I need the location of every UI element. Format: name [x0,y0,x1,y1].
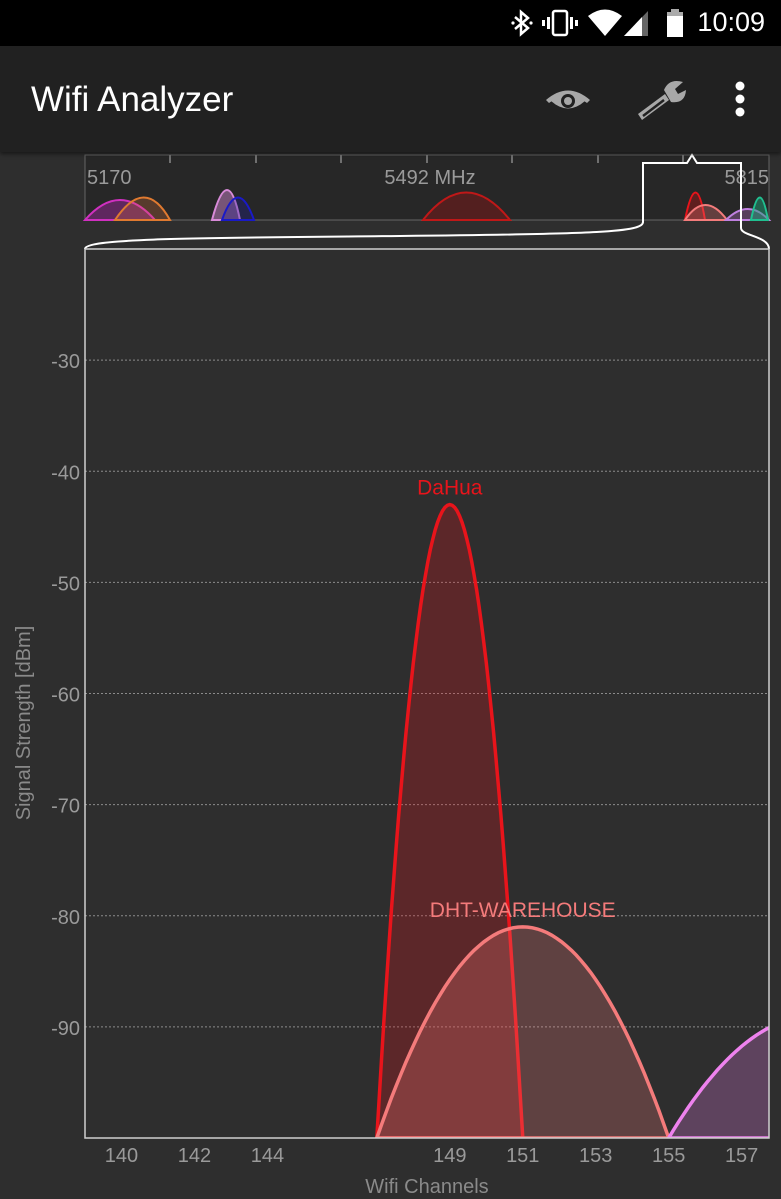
status-bar: 10:09 [0,0,781,46]
y-tick-label: -80 [51,907,80,929]
app-bar: Wifi Analyzer [0,46,781,152]
clock: 10:09 [697,7,765,37]
minimap-hump [420,191,513,221]
minimap-hump [113,196,172,221]
x-tick-label: 144 [251,1145,284,1167]
plot-frame [84,248,770,1139]
x-tick-label: 149 [433,1145,466,1167]
minimap-hump [749,196,770,221]
x-axis-label: Wifi Channels [365,1176,488,1198]
minimap-hump [82,199,158,221]
signal-curve-dahua [375,502,525,1138]
frequency-minimap[interactable]: 5170 5492 MHz 5815 [82,153,772,250]
minimap-frame [84,154,770,221]
y-tick-label: -60 [51,685,80,707]
more-vert-icon [735,81,745,117]
minimap-hump [210,189,242,221]
x-tick-label: 157 [725,1145,758,1167]
x-tick-label: 153 [579,1145,612,1167]
eye-icon [546,90,590,109]
grid-lines [85,359,769,1028]
app-title: Wifi Analyzer [31,80,234,119]
y-tick-label: -50 [51,573,80,595]
y-tick-label: -90 [51,1018,80,1040]
x-tick-label: 140 [105,1145,138,1167]
y-tick-label: -40 [51,462,80,484]
y-axis-label: Signal Strength [dBm] [13,626,35,821]
view-button[interactable] [543,76,593,126]
x-tick-label: 142 [178,1145,211,1167]
battery-icon [667,9,683,37]
bluetooth-icon [511,9,533,37]
minimap-label-start: 5170 [87,167,132,189]
x-axis-ticks: 140 142 144 149 151 153 155 157 [105,1145,759,1167]
minimap-ticks [169,155,684,163]
minimap-signals [82,189,772,221]
signal-label: DaHua [417,477,483,500]
wifi-icon [588,9,622,36]
x-tick-label: 155 [652,1145,685,1167]
wrench-icon [638,81,686,120]
y-tick-label: -70 [51,796,80,818]
minimap-hump [220,196,256,221]
settings-button[interactable] [633,76,689,126]
minimap-viewport-bracket[interactable] [84,153,770,250]
minimap-label-end: 5815 [725,167,770,189]
signal-label: DHT-WAREHOUSE [430,899,616,922]
y-axis-ticks: -30 -40 -50 -60 -70 -80 -90 [51,351,80,1040]
signal-curve-dht-warehouse [374,925,671,1138]
y-tick-label: -30 [51,351,80,373]
minimap-label-mid: 5492 MHz [384,167,475,189]
more-options-button[interactable] [715,76,765,126]
vibrate-icon [542,9,578,37]
x-tick-label: 151 [506,1145,539,1167]
signal-curve-dht- [666,1025,769,1138]
cell-signal-icon [624,11,648,36]
